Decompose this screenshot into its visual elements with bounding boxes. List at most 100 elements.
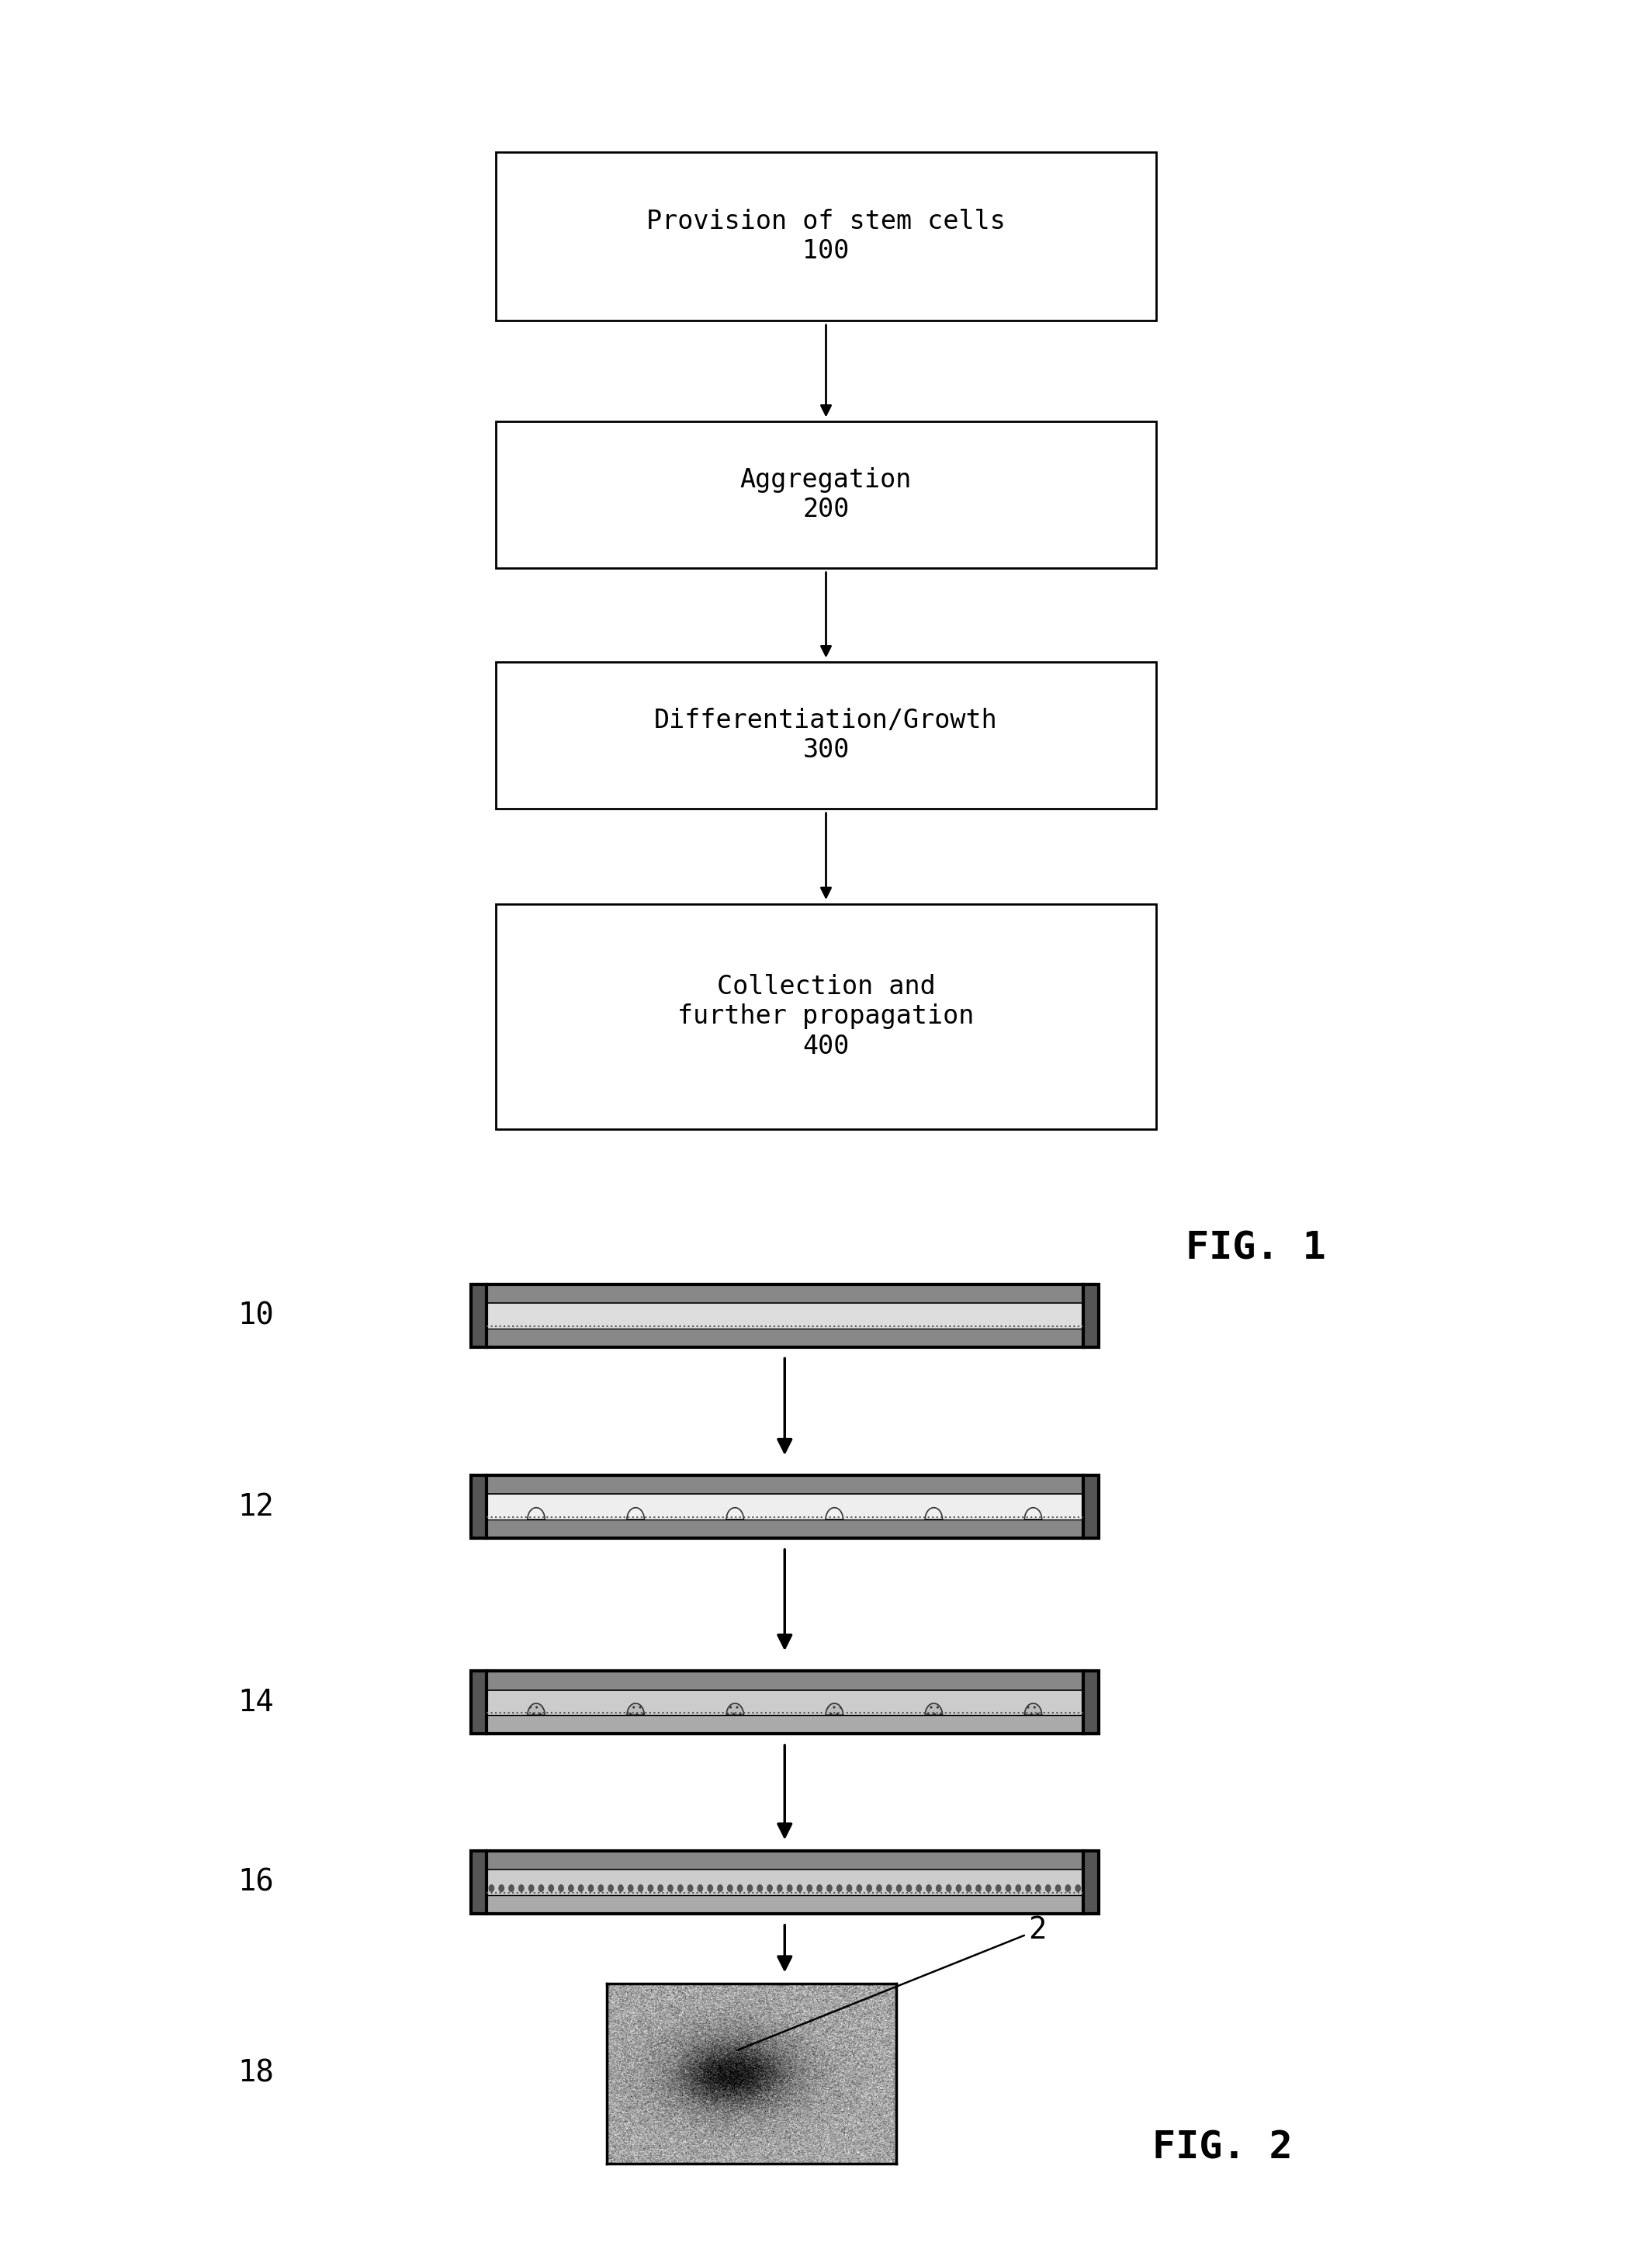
Bar xyxy=(487,1896,1084,1914)
Circle shape xyxy=(667,1885,672,1891)
Bar xyxy=(487,1284,1084,1302)
Text: 18: 18 xyxy=(238,2058,274,2089)
Circle shape xyxy=(499,1885,504,1891)
Circle shape xyxy=(1016,1885,1021,1891)
Circle shape xyxy=(847,1885,852,1891)
Circle shape xyxy=(838,1885,843,1891)
Polygon shape xyxy=(925,1702,942,1716)
Bar xyxy=(496,423,1156,567)
Circle shape xyxy=(588,1885,593,1891)
Circle shape xyxy=(776,1885,781,1891)
Circle shape xyxy=(798,1885,803,1891)
Circle shape xyxy=(957,1885,961,1891)
Polygon shape xyxy=(727,1507,743,1520)
Bar xyxy=(471,1851,487,1914)
Text: Aggregation
200: Aggregation 200 xyxy=(740,468,912,522)
Text: Provision of stem cells
100: Provision of stem cells 100 xyxy=(646,209,1006,263)
Circle shape xyxy=(558,1885,563,1891)
Bar xyxy=(487,1475,1084,1493)
Circle shape xyxy=(927,1885,932,1891)
Bar xyxy=(496,904,1156,1129)
Text: Collection and
further propagation
400: Collection and further propagation 400 xyxy=(677,974,975,1059)
Circle shape xyxy=(539,1885,544,1891)
Polygon shape xyxy=(925,1507,942,1520)
Bar xyxy=(487,1520,1084,1538)
Polygon shape xyxy=(527,1507,545,1520)
Circle shape xyxy=(818,1885,823,1891)
Bar xyxy=(496,661,1156,807)
Circle shape xyxy=(937,1885,942,1891)
Polygon shape xyxy=(826,1507,843,1520)
Circle shape xyxy=(717,1885,722,1891)
Circle shape xyxy=(907,1885,912,1891)
Circle shape xyxy=(608,1885,613,1891)
Bar xyxy=(1084,1284,1099,1347)
Circle shape xyxy=(996,1885,1001,1891)
Circle shape xyxy=(1036,1885,1041,1891)
Bar xyxy=(1084,1475,1099,1538)
Bar xyxy=(487,1716,1084,1734)
Polygon shape xyxy=(826,1702,843,1716)
Circle shape xyxy=(857,1885,862,1891)
Polygon shape xyxy=(628,1507,644,1520)
Circle shape xyxy=(976,1885,981,1891)
Circle shape xyxy=(628,1885,633,1891)
Text: Differentiation/Growth
300: Differentiation/Growth 300 xyxy=(654,708,998,762)
Circle shape xyxy=(707,1885,712,1891)
Circle shape xyxy=(1056,1885,1061,1891)
Polygon shape xyxy=(1024,1702,1042,1716)
Circle shape xyxy=(529,1885,534,1891)
Circle shape xyxy=(548,1885,553,1891)
Polygon shape xyxy=(527,1702,545,1716)
Circle shape xyxy=(757,1885,762,1891)
Bar xyxy=(487,1493,1084,1520)
Circle shape xyxy=(887,1885,892,1891)
Bar xyxy=(1084,1851,1099,1914)
Circle shape xyxy=(697,1885,702,1891)
Circle shape xyxy=(877,1885,882,1891)
Circle shape xyxy=(1075,1885,1080,1891)
Bar xyxy=(487,1329,1084,1347)
Circle shape xyxy=(1006,1885,1011,1891)
Text: FIG. 1: FIG. 1 xyxy=(1186,1230,1325,1266)
Bar xyxy=(496,151,1156,319)
Text: 12: 12 xyxy=(238,1491,274,1523)
Circle shape xyxy=(509,1885,514,1891)
Polygon shape xyxy=(727,1702,743,1716)
Circle shape xyxy=(489,1885,494,1891)
Circle shape xyxy=(947,1885,952,1891)
Polygon shape xyxy=(628,1702,644,1716)
Text: 16: 16 xyxy=(238,1867,274,1898)
Circle shape xyxy=(808,1885,813,1891)
Circle shape xyxy=(767,1885,771,1891)
Bar xyxy=(471,1671,487,1734)
Bar xyxy=(487,1851,1084,1869)
Circle shape xyxy=(828,1885,833,1891)
Bar xyxy=(1084,1671,1099,1734)
Text: 14: 14 xyxy=(238,1687,274,1718)
Circle shape xyxy=(618,1885,623,1891)
Bar xyxy=(487,1689,1084,1716)
Polygon shape xyxy=(1024,1507,1042,1520)
Text: 10: 10 xyxy=(238,1300,274,1331)
Bar xyxy=(487,1671,1084,1689)
Circle shape xyxy=(986,1885,991,1891)
Circle shape xyxy=(598,1885,603,1891)
Text: FIG. 2: FIG. 2 xyxy=(1153,2130,1292,2166)
Bar xyxy=(487,1869,1084,1896)
Circle shape xyxy=(917,1885,922,1891)
Circle shape xyxy=(1026,1885,1031,1891)
Circle shape xyxy=(747,1885,752,1891)
Circle shape xyxy=(727,1885,732,1891)
Circle shape xyxy=(867,1885,872,1891)
Bar xyxy=(487,1302,1084,1329)
Circle shape xyxy=(568,1885,573,1891)
Circle shape xyxy=(966,1885,971,1891)
Circle shape xyxy=(737,1885,742,1891)
Circle shape xyxy=(519,1885,524,1891)
Circle shape xyxy=(1066,1885,1070,1891)
Circle shape xyxy=(687,1885,692,1891)
Circle shape xyxy=(897,1885,902,1891)
Circle shape xyxy=(578,1885,583,1891)
Circle shape xyxy=(1046,1885,1051,1891)
